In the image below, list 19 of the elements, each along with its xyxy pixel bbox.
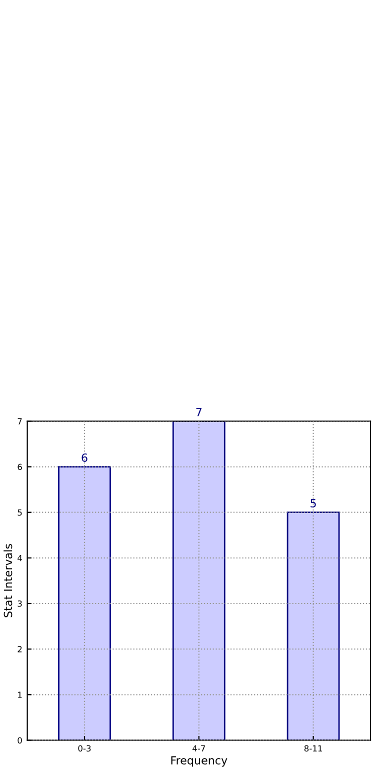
data-label: 6 <box>82 453 88 462</box>
x-tick-label: 4-7 <box>192 745 205 752</box>
bar <box>172 421 226 740</box>
y-tick-label: 0 <box>18 737 22 744</box>
y-tick-label: 1 <box>18 692 22 698</box>
y-tick-label: 4 <box>18 555 22 562</box>
data-label: 5 <box>310 499 316 508</box>
x-tick-label: 0-3 <box>78 745 91 752</box>
y-axis-title: Stat Intervals <box>4 544 12 618</box>
y-tick-label: 2 <box>18 646 22 652</box>
bar <box>286 512 340 740</box>
y-tick-label: 6 <box>18 464 22 470</box>
y-tick-label: 5 <box>18 509 22 516</box>
x-tick-label: 8-11 <box>304 745 322 752</box>
x-axis-title: Frequency <box>171 756 228 767</box>
y-tick-label: 3 <box>18 600 22 607</box>
bar <box>58 466 111 740</box>
data-label: 7 <box>196 408 202 416</box>
y-tick-label: 7 <box>18 418 22 424</box>
